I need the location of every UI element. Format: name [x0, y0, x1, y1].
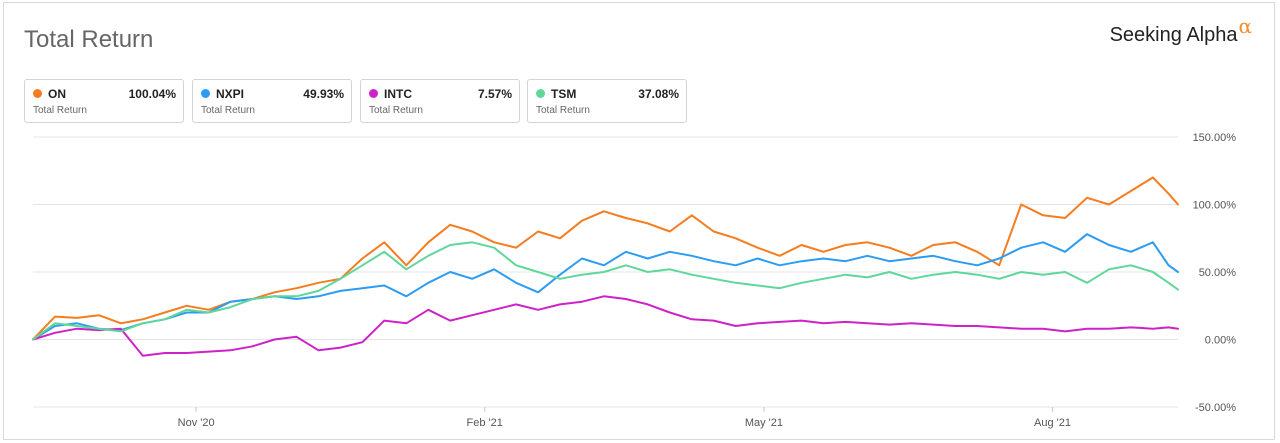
legend-card-tsm[interactable]: TSM 37.08% Total Return [527, 79, 687, 123]
legend-value: 7.57% [477, 87, 512, 101]
series-dot-icon [536, 89, 545, 98]
legend-ticker: INTC [384, 87, 412, 101]
brand-name: Seeking Alpha [1109, 24, 1238, 46]
series-dot-icon [33, 89, 42, 98]
y-tick-label: 0.00% [1205, 335, 1236, 347]
legend-card-nxpi[interactable]: NXPI 49.93% Total Return [192, 79, 352, 123]
legend-ticker: ON [48, 87, 66, 101]
series-dot-icon [369, 89, 378, 98]
chart-axes: 150.00% 100.00% 50.00% 0.00% -50.00% Nov '20 F… [178, 132, 1237, 429]
y-tick-label: 50.00% [1199, 267, 1237, 279]
series-line-nxpi[interactable] [32, 233, 1179, 341]
series-line-intc[interactable] [32, 295, 1179, 357]
alpha-icon: α [1238, 14, 1252, 38]
chart-grid [33, 136, 1178, 408]
chart-frame [3, 2, 1275, 440]
y-tick-label: 150.00% [1193, 132, 1237, 144]
y-tick-label: 100.00% [1193, 200, 1237, 212]
legend-value: 37.08% [638, 87, 679, 101]
legend-value: 100.04% [128, 87, 176, 101]
legend-sub: Total Return [33, 105, 87, 116]
legend-ticker: NXPI [216, 87, 245, 101]
legend-sub: Total Return [369, 105, 423, 116]
brand-logo[interactable]: Seeking Alphaα [1109, 14, 1252, 47]
legend-card-on[interactable]: ON 100.04% Total Return [24, 79, 184, 123]
x-tick-label: Feb '21 [467, 417, 503, 429]
legend-sub: Total Return [201, 105, 255, 116]
y-tick-label: -50.00% [1195, 402, 1236, 414]
legend-ticker: TSM [551, 87, 577, 101]
x-tick-label: May '21 [745, 417, 783, 429]
legend-card-intc[interactable]: INTC 7.57% Total Return [360, 79, 520, 123]
page-title: Total Return [24, 26, 154, 53]
legend-value: 49.93% [303, 87, 344, 101]
x-tick-label: Nov '20 [178, 417, 215, 429]
x-tick-label: Aug '21 [1034, 417, 1071, 429]
series-line-tsm[interactable] [32, 241, 1179, 341]
legend-sub: Total Return [536, 105, 590, 116]
series-line-on[interactable] [32, 176, 1179, 341]
series-dot-icon [201, 89, 210, 98]
chart-series [32, 176, 1179, 357]
